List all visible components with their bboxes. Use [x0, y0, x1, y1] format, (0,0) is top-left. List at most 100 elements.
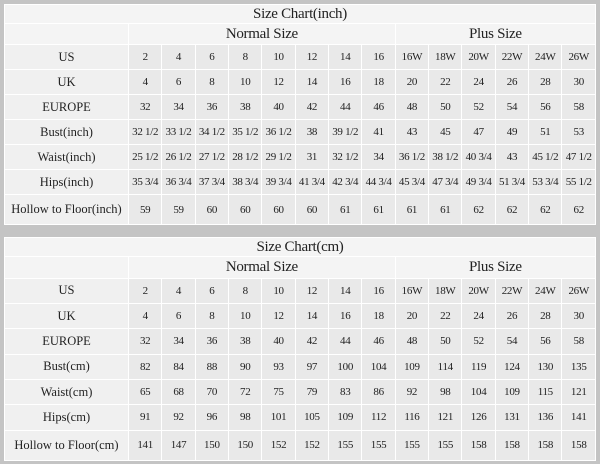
table-cell: 20 [394, 302, 430, 330]
table-cell: 32 1/2 [127, 119, 163, 145]
table-cell: 10 [228, 69, 263, 95]
table-cell: 158 [461, 429, 496, 461]
row-label: Waist(cm) [4, 378, 129, 406]
table-cell: 43 [394, 119, 430, 145]
table-cell: 14 [328, 44, 363, 70]
size-chart-inch: Size Chart(inch) Normal Size Plus Size US 2 4… [4, 4, 597, 225]
table-cell: 135 [561, 353, 596, 380]
table-cell: 72 [228, 378, 263, 406]
group-header-normal: Normal Size [128, 23, 396, 45]
row-label: UK [4, 302, 129, 330]
table-cell: 98 [228, 404, 263, 431]
table-cell: 52 [461, 328, 496, 355]
table-cell: 109 [328, 404, 363, 431]
table-cell: 47 1/2 [561, 144, 596, 170]
group-header-row: Normal Size Plus Size [4, 256, 597, 279]
table-cell: 36 [194, 328, 230, 355]
table-cell: 62 [461, 194, 496, 225]
table-cell: 8 [228, 44, 263, 70]
table-cell: 97 [294, 353, 330, 380]
empty-header-cell [4, 23, 129, 45]
size-table: Size Chart(inch) Normal Size Plus Size US 2 4… [4, 4, 597, 225]
table-cell: 8 [194, 69, 230, 95]
table-cell: 56 [528, 328, 563, 355]
table-cell: 45 [428, 119, 463, 145]
table-cell: 12 [294, 44, 330, 70]
table-cell: 34 [161, 328, 196, 355]
table-cell: 98 [428, 378, 463, 406]
row-label: Hips(inch) [4, 169, 129, 195]
table-cell: 26 [494, 69, 530, 95]
table-cell: 147 [161, 429, 196, 461]
table-row: EUROPE 32 34 36 38 40 42 44 46 48 50 52 54 56 58 [4, 328, 596, 355]
table-row: Hips(inch) 35 3/4 36 3/4 37 3/4 38 3/4 39 3/4… [4, 169, 596, 195]
table-cell: 26 [494, 302, 530, 330]
table-cell: 141 [561, 404, 596, 431]
table-cell: 42 [294, 94, 330, 120]
table-cell: 59 [127, 194, 163, 225]
table-cell: 48 [394, 94, 430, 120]
table-cell: 37 3/4 [194, 169, 230, 195]
table-cell: 44 [328, 328, 363, 355]
table-cell: 82 [127, 353, 163, 380]
table-cell: 32 1/2 [328, 144, 363, 170]
table-cell: 86 [361, 378, 396, 406]
table-cell: 105 [294, 404, 330, 431]
table-cell: 24 [461, 302, 496, 330]
group-header-row: Normal Size Plus Size [4, 23, 597, 45]
table-cell: 36 3/4 [161, 169, 196, 195]
table-cell: 61 [428, 194, 463, 225]
table-cell: 54 [494, 328, 530, 355]
table-cell: 18W [428, 44, 463, 70]
table-cell: 109 [394, 353, 430, 380]
row-label: Hips(cm) [4, 404, 129, 431]
table-cell: 155 [361, 429, 396, 461]
table-cell: 121 [428, 404, 463, 431]
table-cell: 18 [361, 69, 396, 95]
table-cell: 93 [261, 353, 296, 380]
row-label: US [4, 277, 129, 304]
table-cell: 16 [361, 44, 396, 70]
row-label: UK [4, 69, 129, 95]
table-cell: 16W [394, 44, 430, 70]
table-cell: 92 [394, 378, 430, 406]
table-cell: 39 1/2 [328, 119, 363, 145]
table-cell: 18 [361, 302, 396, 330]
table-cell: 24 [461, 69, 496, 95]
table-cell: 8 [228, 277, 263, 304]
table-cell: 28 1/2 [228, 144, 263, 170]
table-row: US 2 4 6 8 10 12 14 16 16W 18W 20W 22W 24W 26W [4, 44, 596, 70]
table-cell: 16 [361, 277, 396, 304]
table-cell: 10 [261, 44, 296, 70]
row-label: Hollow to Floor(cm) [4, 429, 129, 461]
table-cell: 6 [161, 302, 196, 330]
table-cell: 50 [428, 94, 463, 120]
table-cell: 130 [528, 353, 563, 380]
table-cell: 92 [161, 404, 196, 431]
table-title: Size Chart(inch) [4, 4, 596, 24]
table-title: Size Chart(cm) [4, 236, 596, 258]
table-cell: 115 [528, 378, 563, 406]
table-cell: 35 3/4 [127, 169, 163, 195]
table-cell: 25 1/2 [127, 144, 163, 170]
row-label: EUROPE [4, 94, 129, 120]
table-cell: 60 [194, 194, 230, 225]
table-cell: 101 [261, 404, 296, 431]
table-cell: 29 1/2 [261, 144, 296, 170]
table-cell: 83 [328, 378, 363, 406]
table-cell: 155 [394, 429, 430, 461]
table-cell: 50 [428, 328, 463, 355]
table-cell: 38 [228, 94, 263, 120]
table-cell: 30 [561, 69, 596, 95]
table-cell: 100 [328, 353, 363, 380]
table-cell: 141 [127, 429, 163, 461]
row-label: Hollow to Floor(inch) [4, 194, 129, 225]
table-cell: 44 [328, 94, 363, 120]
table-row: Bust(cm) 82 84 88 90 93 97 100 104 109 114 119 124 13… [4, 353, 596, 380]
table-cell: 2 [127, 277, 163, 304]
table-cell: 20 [394, 69, 430, 95]
table-cell: 12 [294, 277, 330, 304]
table-cell: 38 [228, 328, 263, 355]
empty-header-cell [4, 256, 129, 279]
table-cell: 65 [127, 378, 163, 406]
